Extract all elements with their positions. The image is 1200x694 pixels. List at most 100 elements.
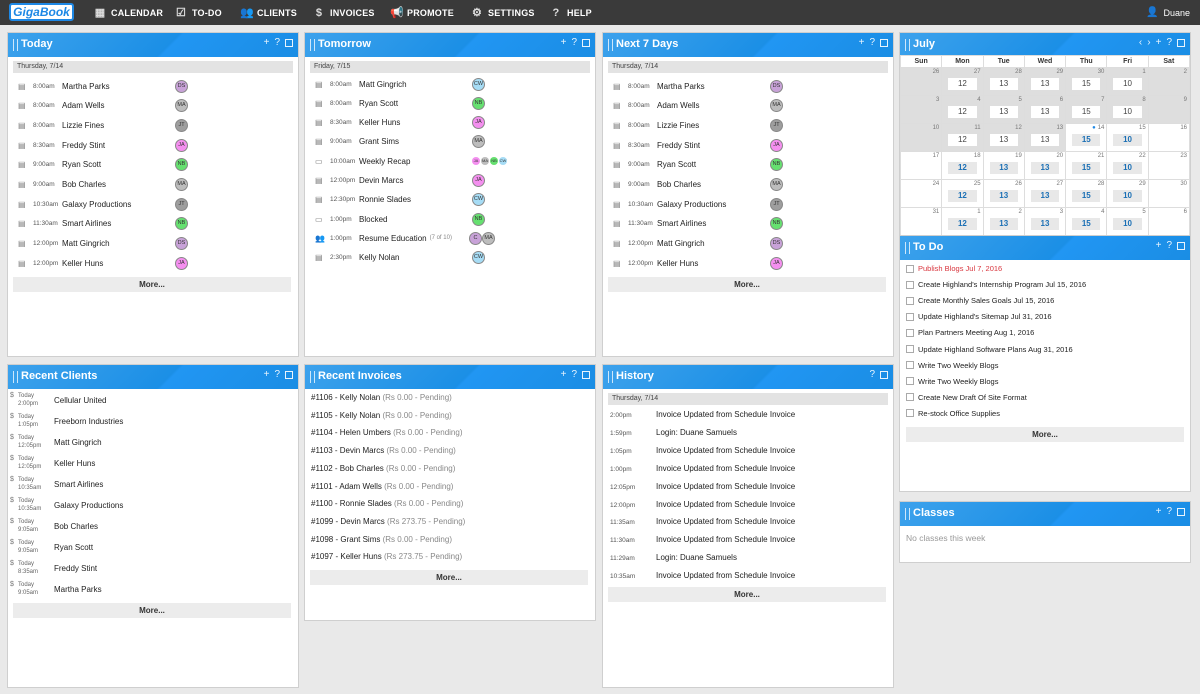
todo-item[interactable]: Update Highland's Sitemap Jul 31, 2016	[906, 312, 1052, 321]
drag-handle-icon[interactable]	[905, 242, 910, 254]
appointment-count[interactable]: 10	[1113, 162, 1142, 174]
invoice-row[interactable]: #1106 - Kelly Nolan (Rs 0.00 - Pending)	[311, 393, 452, 402]
invoice-row[interactable]: #1105 - Kelly Nolan (Rs 0.00 - Pending)	[311, 411, 452, 420]
invoice-row[interactable]: #1099 - Devin Marcs (Rs 273.75 - Pending…	[311, 517, 465, 526]
calendar-day-cell[interactable]: 30 15	[1065, 67, 1108, 96]
calendar-day-cell[interactable]: 18 12	[941, 151, 984, 180]
todo-item[interactable]: Re-stock Office Supplies	[906, 409, 1000, 418]
calendar-day-cell[interactable]: 10	[899, 123, 943, 152]
nav-help[interactable]: ? HELP	[550, 0, 592, 25]
calendar-day-cell[interactable]: 31	[899, 207, 943, 236]
help-icon[interactable]: ?	[1166, 240, 1172, 251]
add-icon[interactable]: +	[263, 37, 270, 48]
help-icon[interactable]: ?	[571, 369, 577, 380]
invoice-row[interactable]: #1103 - Devin Marcs (Rs 0.00 - Pending)	[311, 446, 456, 455]
add-icon[interactable]: +	[263, 369, 270, 380]
calendar-day-cell[interactable]: 29 10	[1106, 179, 1149, 208]
minimize-icon[interactable]	[582, 371, 590, 379]
schedule-row[interactable]: 👥 1:00pm Resume Education (7 of 10)	[315, 230, 452, 246]
schedule-row[interactable]: ▤ 9:00am Grant Sims	[315, 134, 399, 150]
schedule-row[interactable]: ▤ 8:00am Martha Parks	[18, 78, 110, 94]
calendar-day-cell[interactable]: 21 15	[1065, 151, 1108, 180]
calendar-day-cell[interactable]: 23	[1147, 151, 1191, 180]
add-icon[interactable]: +	[858, 37, 865, 48]
help-icon[interactable]: ?	[1166, 506, 1172, 517]
calendar-day-cell[interactable]: 3 13	[1023, 207, 1067, 236]
help-icon[interactable]: ?	[571, 37, 577, 48]
calendar-day-cell[interactable]: 17	[899, 151, 943, 180]
more-button[interactable]: More...	[608, 587, 886, 602]
calendar-day-cell[interactable]: 6 13	[1023, 95, 1067, 124]
calendar-day-cell[interactable]: 26	[899, 67, 943, 96]
appointment-count[interactable]: 13	[989, 218, 1018, 230]
todo-checkbox[interactable]	[906, 345, 914, 353]
gigabook-logo[interactable]: GigaBook	[9, 3, 74, 21]
schedule-row[interactable]: ▤ 11:30am Smart Airlines	[613, 216, 706, 232]
appointment-count[interactable]: 13	[1030, 162, 1060, 174]
schedule-row[interactable]: ▤ 12:00pm Keller Huns	[18, 255, 103, 271]
prev-month-icon[interactable]: ‹	[1138, 37, 1143, 48]
appointment-count[interactable]: 10	[1113, 190, 1142, 202]
todo-item[interactable]: Update Highland Software Plans Aug 31, 2…	[906, 345, 1073, 354]
calendar-day-cell[interactable]: 11 12	[941, 123, 984, 152]
appointment-count[interactable]: 13	[989, 134, 1018, 146]
calendar-day-cell[interactable]: 22 10	[1106, 151, 1149, 180]
schedule-row[interactable]: ▤ 8:00am Ryan Scott	[315, 95, 398, 111]
drag-handle-icon[interactable]	[905, 508, 910, 520]
invoice-row[interactable]: #1104 - Helen Umbers (Rs 0.00 - Pending)	[311, 428, 463, 437]
invoice-row[interactable]: #1102 - Bob Charles (Rs 0.00 - Pending)	[311, 464, 455, 473]
help-icon[interactable]: ?	[274, 369, 280, 380]
invoice-row[interactable]: #1097 - Keller Huns (Rs 273.75 - Pending…	[311, 552, 462, 561]
appointment-count[interactable]: 15	[1072, 78, 1101, 90]
schedule-row[interactable]: ▤ 8:00am Adam Wells	[613, 98, 700, 114]
todo-item[interactable]: Create Monthly Sales Goals Jul 15, 2016	[906, 296, 1054, 305]
todo-checkbox[interactable]	[906, 280, 914, 289]
calendar-day-cell[interactable]: 16	[1147, 123, 1191, 152]
appointment-count[interactable]: 15	[1072, 218, 1101, 230]
schedule-row[interactable]: ▤ 9:00am Ryan Scott	[18, 157, 101, 173]
todo-checkbox[interactable]	[906, 312, 914, 321]
add-icon[interactable]: +	[560, 37, 567, 48]
help-icon[interactable]: ?	[1166, 37, 1172, 48]
nav-todo[interactable]: ☑ TO-DO	[175, 0, 222, 25]
calendar-day-cell[interactable]: 27 12	[941, 67, 984, 96]
schedule-row[interactable]: ▤ 8:30am Freddy Stint	[613, 137, 700, 153]
schedule-row[interactable]: ▤ 10:30am Galaxy Productions	[613, 196, 726, 212]
calendar-day-cell[interactable]: 5 13	[982, 95, 1025, 124]
minimize-icon[interactable]	[1177, 242, 1185, 250]
calendar-day-cell[interactable]: 19 13	[982, 151, 1025, 180]
calendar-day-cell[interactable]: 12 13	[982, 123, 1025, 152]
appointment-count[interactable]: 12	[948, 78, 977, 90]
add-icon[interactable]: +	[1155, 37, 1162, 48]
todo-more-button[interactable]: More...	[906, 427, 1184, 442]
appointment-count[interactable]: 13	[989, 106, 1018, 118]
todo-item[interactable]: Plan Partners Meeting Aug 1, 2016	[906, 328, 1034, 337]
appointment-count[interactable]: 13	[989, 78, 1018, 90]
appointment-count[interactable]: 15	[1072, 162, 1101, 174]
appointment-count[interactable]: 13	[1030, 78, 1060, 90]
appointment-count[interactable]: 10	[1113, 218, 1142, 230]
schedule-row[interactable]: ▤ 8:00am Lizzie Fines	[613, 117, 699, 133]
calendar-day-cell[interactable]: 1 10	[1106, 67, 1149, 96]
appointment-count[interactable]: 13	[989, 162, 1018, 174]
schedule-row[interactable]: ▤ 12:00pm Matt Gingrich	[18, 236, 110, 252]
nav-clients[interactable]: 👥 CLIENTS	[240, 0, 297, 25]
appointment-count[interactable]: 13	[989, 190, 1018, 202]
todo-item[interactable]: Write Two Weekly Blogs	[906, 361, 998, 370]
calendar-day-cell[interactable]: 13 13	[1023, 123, 1067, 152]
appointment-count[interactable]: 13	[1030, 190, 1060, 202]
calendar-day-cell[interactable]: 4 15	[1065, 207, 1108, 236]
calendar-day-cell[interactable]: 24	[899, 179, 943, 208]
invoice-row[interactable]: #1098 - Grant Sims (Rs 0.00 - Pending)	[311, 535, 452, 544]
schedule-row[interactable]: ▤ 12:00pm Devin Marcs	[315, 173, 403, 189]
add-icon[interactable]: +	[1155, 240, 1162, 251]
appointment-count[interactable]: 12	[948, 106, 977, 118]
todo-checkbox[interactable]	[906, 264, 914, 273]
schedule-row[interactable]: ▤ 8:00am Lizzie Fines	[18, 117, 104, 133]
appointment-count[interactable]: 15	[1072, 106, 1101, 118]
schedule-row[interactable]: ▤ 8:30am Keller Huns	[315, 115, 400, 131]
help-icon[interactable]: ?	[869, 37, 875, 48]
schedule-row[interactable]: ▤ 12:00pm Keller Huns	[613, 255, 698, 271]
todo-item[interactable]: Create New Draft Of Site Format	[906, 393, 1027, 402]
todo-checkbox[interactable]	[906, 296, 914, 305]
